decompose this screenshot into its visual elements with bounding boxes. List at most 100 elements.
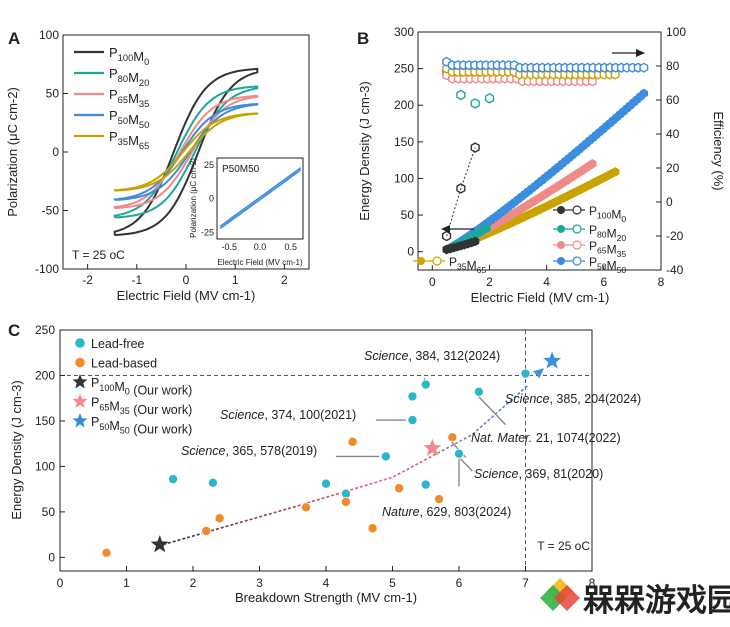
legend-label-P50M50: P50M50 <box>109 108 149 130</box>
efficiency-guide-P100M0 <box>446 147 476 237</box>
y2-tick-label: -20 <box>666 229 684 243</box>
y-tick-label: 50 <box>42 505 56 519</box>
panel-a-inset: P50M50 -0.5 0.0 0.5 -25 0 25 Electric Field (… <box>189 157 304 267</box>
energy-point-P100M0 <box>471 236 480 247</box>
label-part: 0 <box>621 214 626 224</box>
point-Lead-free <box>420 479 431 490</box>
y-tick-label: 250 <box>394 62 414 76</box>
y-tick-label: 0 <box>52 145 59 159</box>
x-tick-label: 6 <box>600 275 607 289</box>
x-tick-label: 4 <box>543 275 550 289</box>
energy-point-P50M50 <box>639 88 648 99</box>
y-tick-label: 150 <box>394 135 414 149</box>
label-part: 65 <box>99 402 109 412</box>
citation-journal: Science <box>220 408 265 422</box>
y2-tick-label: 0 <box>666 195 673 209</box>
legend-marker-P100M0 (Our work) <box>72 374 88 389</box>
citation-ref: , 369, 81(2020) <box>518 467 603 481</box>
citation-leader <box>458 456 473 472</box>
legend-label-P35M65: P35M65 <box>109 129 149 151</box>
panel-a-hysteresis-curves <box>113 67 259 237</box>
point-Lead-free <box>168 474 179 485</box>
inset-xlabel: Electric Field (MV cm-1) <box>217 258 303 267</box>
y-tick-label: 250 <box>35 323 55 337</box>
legend-open-marker-P100M0 <box>572 205 582 215</box>
y-tick-label: 300 <box>394 25 414 39</box>
efficiency-point-P100M0 <box>470 142 480 153</box>
label-part: M <box>128 70 139 85</box>
star-P65M35 (Our work) <box>423 438 442 456</box>
x-tick-label: 0 <box>57 576 64 590</box>
x-tick-label: 2 <box>281 273 288 287</box>
y-tick-label: 100 <box>39 28 59 42</box>
inset-curve <box>219 166 301 230</box>
label-part: M <box>607 243 617 257</box>
efficiency-point-P35M65 <box>610 69 620 80</box>
citation-label: Nat. Mater. 21, 1074(2022) <box>471 431 621 445</box>
inset-ticks: -0.5 0.0 0.5 -25 0 25 <box>201 160 297 252</box>
legend-label-Lead-free: Lead-free <box>91 337 145 351</box>
x-tick-label: 5 <box>389 576 396 590</box>
trend-arrowhead <box>533 368 545 379</box>
point-Lead-free <box>407 415 418 426</box>
panel-c-temperature: T = 25 oC <box>537 539 590 553</box>
label-part: 100 <box>118 53 134 63</box>
y-tick-label: 100 <box>394 171 414 185</box>
citation-journal: Science <box>505 392 550 406</box>
panel-a-xlabel: Electric Field (MV cm-1) <box>117 288 256 303</box>
watermark: 槑槑游戏园 <box>540 578 730 618</box>
label-part: P <box>91 396 99 410</box>
citation-label: Science, 384, 312(2024) <box>364 349 500 363</box>
label-part: 0 <box>144 57 149 67</box>
x-tick-label: 8 <box>658 275 665 289</box>
panel-c-ticks: 0 1 2 3 4 5 6 7 8 0 50 100 150 200 250 <box>35 323 596 590</box>
panel-a: A -2 -1 0 1 2 -100 -50 0 50 100 Electric Field (M… <box>5 28 310 303</box>
label-part: 100 <box>597 211 612 221</box>
legend-label-P65M35 (Our work): P65M35 (Our work) <box>91 396 192 418</box>
panel-c-trend-arrow <box>162 368 545 546</box>
y2-tick-label: 40 <box>666 127 680 141</box>
y2-tick-label: 100 <box>666 25 686 39</box>
point-Lead-free <box>453 448 464 459</box>
x-tick-label: 6 <box>456 576 463 590</box>
y-tick-label: 50 <box>401 208 415 222</box>
point-Lead-based <box>447 432 458 443</box>
citation-label: Science, 369, 81(2020) <box>474 467 603 481</box>
inset-y-tick-label: -25 <box>201 227 214 237</box>
legend-label-P80M20: P80M20 <box>109 66 149 88</box>
energy-point-P65M35 <box>588 159 597 169</box>
point-Lead-free <box>473 386 484 397</box>
label-part: M <box>114 380 124 394</box>
legend-label-P65M35: P65M35 <box>109 87 149 109</box>
label-part: 65 <box>118 95 128 105</box>
x-tick-label: 1 <box>123 576 130 590</box>
x-tick-label: -1 <box>131 273 142 287</box>
citation-label: Science, 365, 578(2019) <box>181 444 317 458</box>
label-part: M <box>128 112 139 127</box>
label-part: M <box>133 49 144 64</box>
legend-filled-marker-P35M65 <box>417 257 425 265</box>
legend-filled-marker-P50M50 <box>557 257 565 265</box>
inset-y-tick-label: 0 <box>209 194 214 204</box>
point-Lead-based <box>347 436 358 447</box>
label-part: 50 <box>139 120 149 130</box>
efficiency-point-P80M20 <box>470 98 480 109</box>
y-tick-label: -50 <box>42 204 60 218</box>
panel-b-points <box>442 56 649 255</box>
point-Lead-based <box>214 513 225 524</box>
x-tick-label: 8 <box>589 576 596 590</box>
hysteresis-loop-P65M35 <box>113 94 259 210</box>
y-tick-label: 200 <box>35 368 55 382</box>
citation-journal: Science <box>474 467 519 481</box>
energy-point-P35M65 <box>611 167 620 177</box>
y2-tick-label: -40 <box>666 263 684 277</box>
panel-b-y2label: Efficiency (%) <box>711 111 726 190</box>
label-part: M <box>128 133 139 148</box>
right-axis-arrow <box>612 49 645 57</box>
watermark-text: 槑槑游戏园 <box>583 583 730 618</box>
legend-marker-Lead-based <box>75 357 85 368</box>
x-tick-label: 2 <box>486 275 493 289</box>
point-Lead-based <box>301 502 312 513</box>
